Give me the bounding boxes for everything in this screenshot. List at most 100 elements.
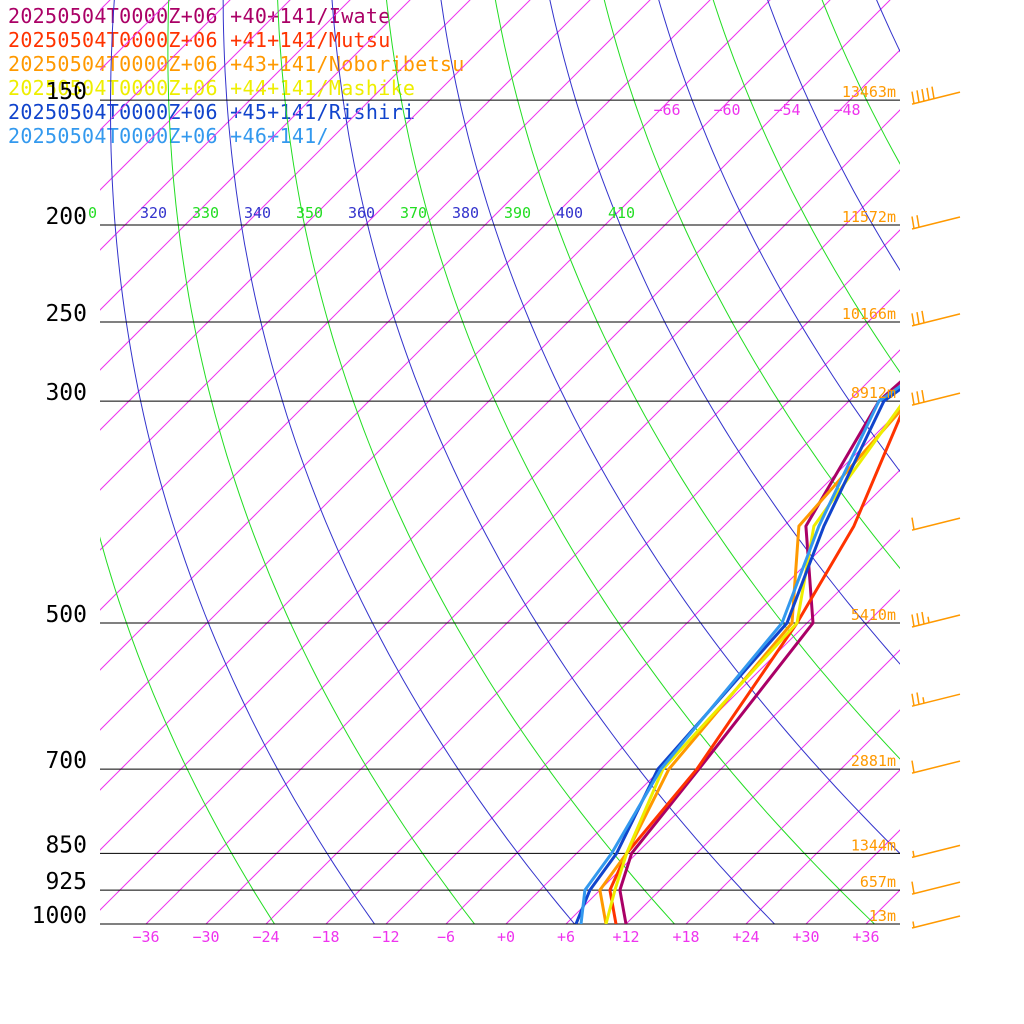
temperature-tick-label: +36 xyxy=(852,928,879,946)
dry-adiabats xyxy=(100,0,900,924)
theta-label: 0 xyxy=(88,204,97,222)
theta-label: 390 xyxy=(504,204,531,222)
height-label: 8912m xyxy=(851,384,896,402)
isotherms xyxy=(100,0,1024,924)
pressure-label: 700 xyxy=(45,748,87,774)
dry-adiabat-line xyxy=(549,0,900,665)
theta-label: 320 xyxy=(140,204,167,222)
isobars xyxy=(100,99,900,925)
theta-label: 360 xyxy=(348,204,375,222)
isotherm-line xyxy=(926,0,1024,924)
legend-entry: 20250504T0000Z+06 +46+141/ xyxy=(8,124,329,148)
series-line xyxy=(574,387,900,924)
dry-adiabat-line xyxy=(167,0,476,924)
dry-adiabat-line xyxy=(712,0,900,374)
upper-temperature-label: −54 xyxy=(773,101,800,119)
dry-adiabat-line xyxy=(100,536,276,924)
theta-label: 400 xyxy=(556,204,583,222)
height-label: 5410m xyxy=(851,606,896,624)
dry-adiabat-line xyxy=(386,0,876,924)
isotherm-line xyxy=(100,109,900,911)
dry-adiabat-line xyxy=(876,0,900,53)
dry-adiabat-line xyxy=(440,0,900,855)
isotherm-line xyxy=(445,469,900,924)
pressure-label: 300 xyxy=(45,380,87,406)
temperature-tick-label: −12 xyxy=(372,928,399,946)
isotherm-line xyxy=(986,0,1024,924)
dry-adiabat-line xyxy=(277,0,676,924)
series-line xyxy=(608,413,900,924)
pressure-label: 850 xyxy=(45,832,87,858)
legend-entry: 20250504T0000Z+06 +45+141/Rishiri xyxy=(8,100,416,124)
theta-label: 330 xyxy=(192,204,219,222)
temperature-tick-label: +0 xyxy=(497,928,515,946)
temperature-tick-label: +24 xyxy=(732,928,759,946)
series-line xyxy=(579,384,900,924)
upper-temperature-label: −48 xyxy=(833,101,860,119)
height-label: 11572m xyxy=(842,208,896,226)
series-group xyxy=(574,380,900,924)
height-label: 657m xyxy=(860,873,896,891)
theta-label: 370 xyxy=(400,204,427,222)
temperature-tick-label: −6 xyxy=(437,928,455,946)
wind-barb xyxy=(911,881,961,895)
temperature-tick-label: −18 xyxy=(312,928,339,946)
height-label: 13m xyxy=(869,907,896,925)
pressure-label: 250 xyxy=(45,301,87,327)
chart-legend: 20250504T0000Z+06 +40+141/Iwate 20250504T… xyxy=(8,4,465,148)
isotherm-line xyxy=(100,49,900,851)
height-label: 1344m xyxy=(851,836,896,854)
temperature-tick-label: +6 xyxy=(557,928,575,946)
wind-barb xyxy=(911,86,961,105)
wind-barb xyxy=(911,517,961,531)
temperature-tick-label: −36 xyxy=(132,928,159,946)
dry-adiabat-line xyxy=(603,0,900,570)
upper-temperature-label: −66 xyxy=(653,101,680,119)
legend-entry: 20250504T0000Z+06 +44+141/Mashike xyxy=(8,76,416,100)
wind-barb xyxy=(911,760,961,774)
isotherm-line xyxy=(100,0,711,611)
isotherm-line xyxy=(100,0,891,791)
theta-label: 340 xyxy=(244,204,271,222)
wind-barb xyxy=(911,692,961,707)
wind-barb xyxy=(911,389,961,406)
wind-barb xyxy=(911,611,961,628)
pressure-label: 1000 xyxy=(32,903,87,929)
isotherm-line xyxy=(565,589,900,924)
isotherm-line xyxy=(265,289,900,924)
height-label: 10166m xyxy=(842,305,896,323)
dry-adiabat-line xyxy=(222,0,576,924)
isotherm-line xyxy=(505,529,900,924)
pressure-label: 925 xyxy=(45,869,87,895)
series-line xyxy=(618,380,900,924)
wind-barb xyxy=(911,215,961,230)
series-line xyxy=(604,403,900,924)
legend-entry: 20250504T0000Z+06 +40+141/Iwate xyxy=(8,4,391,28)
theta-label: 410 xyxy=(608,204,635,222)
isotherm-line xyxy=(100,0,651,551)
height-label: 13463m xyxy=(842,83,896,101)
pressure-label: 150 xyxy=(45,79,87,105)
dry-adiabat-line xyxy=(767,0,900,272)
temperature-tick-label: −30 xyxy=(192,928,219,946)
wind-barb xyxy=(911,844,961,859)
dry-adiabat-line xyxy=(110,0,376,924)
isotherm-line xyxy=(385,409,900,924)
temperature-tick-label: −24 xyxy=(252,928,279,946)
dry-adiabat-line xyxy=(494,0,900,760)
pressure-label: 500 xyxy=(45,602,87,628)
isotherm-line xyxy=(205,229,900,924)
theta-label: 350 xyxy=(296,204,323,222)
theta-label: 380 xyxy=(452,204,479,222)
temperature-tick-label: +18 xyxy=(672,928,699,946)
dry-adiabat-line xyxy=(331,0,776,924)
isotherm-line xyxy=(865,889,900,924)
temperature-tick-label: +30 xyxy=(792,928,819,946)
isotherm-line xyxy=(145,169,900,924)
isotherm-line xyxy=(805,829,900,924)
pressure-label: 200 xyxy=(45,204,87,230)
wind-barb xyxy=(911,915,961,929)
upper-temperature-label: −60 xyxy=(713,101,740,119)
wind-barb xyxy=(911,310,961,327)
